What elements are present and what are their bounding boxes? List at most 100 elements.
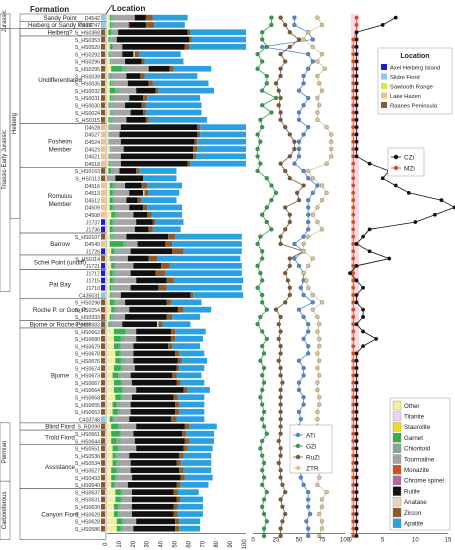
ratio-point-CZi <box>354 132 359 137</box>
location-legend-label: Axel Heiberg Island <box>390 65 440 71</box>
ratio-point-CZi <box>452 205 455 210</box>
bar-segment <box>133 343 169 349</box>
formation-label: Canyon Fiord <box>41 511 79 518</box>
bar-segment <box>130 270 156 276</box>
ratio-point-MZi <box>351 66 356 71</box>
bar-segment <box>112 29 119 36</box>
bar-segment <box>158 87 215 94</box>
bar-segment <box>109 182 113 189</box>
ratio-point-MZi <box>351 468 356 473</box>
bar-segment <box>122 44 185 50</box>
index-point-ATi <box>306 95 311 101</box>
bar-segment <box>122 350 134 357</box>
index-tick-label: 25 <box>273 537 280 543</box>
bar-segment <box>137 241 166 247</box>
location-swatch <box>101 248 105 255</box>
bar-segment <box>144 190 149 196</box>
bar-segment <box>122 51 134 57</box>
bar-segment <box>176 416 205 422</box>
bar-segment <box>115 489 121 495</box>
bar-segment <box>143 190 145 196</box>
index-point-RuZi <box>287 256 292 261</box>
bar-segment <box>148 190 180 196</box>
bar-segment <box>116 270 131 276</box>
bar-segment <box>115 350 120 357</box>
ratio-point-CZi <box>433 212 437 217</box>
sample-id: S_HS0628 <box>75 520 100 526</box>
ratio-point-CZi <box>354 154 359 159</box>
sample-id: S_HS0664 <box>75 388 100 394</box>
bar-segment <box>173 277 244 284</box>
bar-segment <box>109 36 112 43</box>
bar-segment <box>113 248 117 255</box>
bar-segment <box>138 51 181 57</box>
index-point-GZi <box>264 519 269 524</box>
ratio-point-CZi <box>354 59 359 64</box>
bar-segment <box>133 430 183 437</box>
location-swatch <box>101 277 105 284</box>
bar-segment <box>107 518 117 525</box>
bar-segment <box>113 336 121 342</box>
bar-segment <box>173 65 212 72</box>
ratio-point-CZi <box>380 176 385 181</box>
ratio-point-CZi <box>354 446 359 451</box>
bar-segment <box>107 29 109 36</box>
bar-segment <box>107 138 109 145</box>
index-point-GZi <box>255 146 260 152</box>
location-swatch <box>101 525 105 532</box>
bar-segment <box>136 445 184 452</box>
bar-segment <box>176 379 181 386</box>
bar-segment <box>109 14 112 21</box>
index-point-GZi <box>255 66 260 71</box>
index-point-RuZi <box>278 15 283 20</box>
bar-segment <box>109 58 112 65</box>
bar-segment <box>107 423 112 430</box>
sample-id: S_HS0629 <box>75 512 100 518</box>
bar-segment <box>107 153 109 160</box>
bar-segment <box>141 182 148 189</box>
bar-segment <box>179 350 205 357</box>
index-point-ZTR <box>319 519 325 524</box>
sample-id: S_HS0031 <box>75 96 100 102</box>
bar-segment <box>109 44 113 50</box>
index-point-RuZi <box>283 125 288 130</box>
ratio-point-CZi <box>354 366 359 370</box>
ratio-point-CZi <box>354 504 359 509</box>
sample-id: D4512 <box>85 198 100 204</box>
bar-segment <box>177 489 199 495</box>
location-swatch <box>101 328 105 335</box>
index-point-ZTR <box>315 205 320 210</box>
bar-segment <box>179 467 184 474</box>
location-swatch <box>101 44 105 50</box>
index-point-ZTR <box>319 227 325 232</box>
bar-segment <box>108 51 112 57</box>
bar-segment <box>107 409 113 415</box>
bar-segment <box>113 284 131 291</box>
bar-segment <box>107 182 110 189</box>
period-label: Permian <box>2 441 8 463</box>
ratio-point-CZi <box>354 497 359 502</box>
index-point-ATi <box>306 212 311 217</box>
ratio-point-CZi <box>354 409 359 414</box>
bar-segment <box>161 263 170 269</box>
sample-id: J1710 <box>86 286 100 292</box>
bar-segment <box>107 314 110 320</box>
bar-segment <box>119 401 131 408</box>
formation-label: Romulus <box>48 193 72 200</box>
bar-segment <box>107 14 110 21</box>
bar-segment <box>145 22 155 28</box>
index-point-RuZi <box>278 533 283 539</box>
index-legend-label: RuZi <box>306 454 320 461</box>
bar-segment <box>189 438 215 444</box>
mineral-legend-label: Staurolite <box>404 424 431 431</box>
index-point-GZi <box>261 475 267 480</box>
bar-segment <box>145 14 153 21</box>
bar-segment <box>111 284 114 291</box>
ratio-point-CZi <box>354 534 359 538</box>
ratio-point-CZi <box>361 329 365 334</box>
location-swatch <box>101 233 105 240</box>
index-point-GZi <box>264 73 269 79</box>
bar-segment <box>189 36 192 43</box>
index-point-RuZi <box>278 526 283 531</box>
bar-segment <box>140 73 145 79</box>
